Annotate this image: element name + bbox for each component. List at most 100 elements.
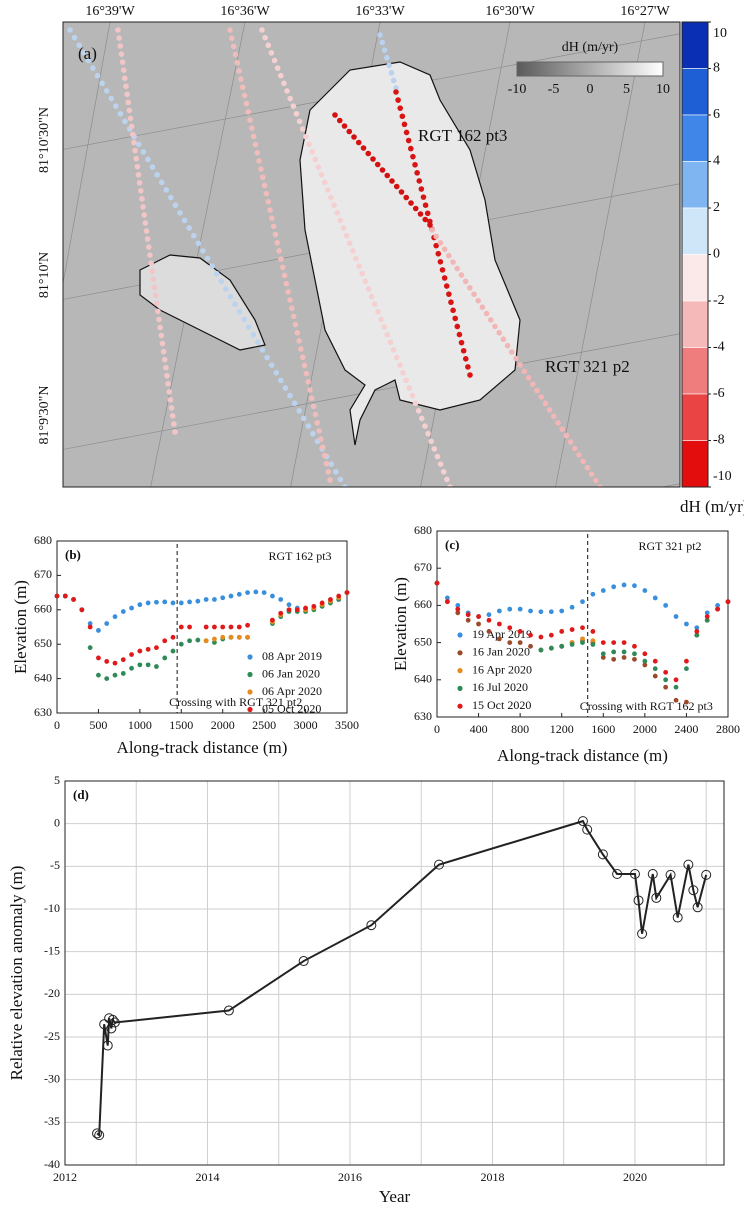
data-point (611, 649, 617, 655)
track-point (250, 331, 257, 338)
track-point (292, 321, 299, 328)
track-point (448, 299, 454, 306)
track-point (163, 187, 170, 193)
data-point (344, 590, 350, 595)
track-point (232, 51, 239, 58)
track-point (479, 304, 486, 310)
data-point (455, 606, 461, 612)
track-point (262, 34, 268, 41)
track-point (356, 263, 362, 269)
data-point (162, 638, 168, 644)
colorbar-tick-label: -8 (713, 433, 725, 448)
track-point (218, 278, 225, 285)
y-tick-label: 630 (414, 709, 432, 723)
data-point (303, 605, 308, 611)
data-point (278, 610, 284, 616)
data-point (286, 602, 292, 608)
x-tick-label: 1000 (128, 718, 152, 732)
track-point (454, 323, 461, 330)
longitude-label: 16°30'W (485, 4, 535, 19)
legend-label: 19 Apr 2019 (472, 627, 532, 641)
data-point (507, 625, 513, 631)
y-tick-label: 0 (54, 815, 60, 829)
track-point (417, 211, 424, 217)
inset-colorbar-tick: 5 (623, 82, 630, 97)
data-point (684, 666, 689, 672)
data-point (96, 628, 101, 633)
track-point (400, 369, 406, 376)
track-point (443, 283, 450, 289)
track-point (346, 240, 353, 247)
track-point (409, 392, 416, 399)
data-point (476, 614, 481, 619)
crossing-label: Crossing with RGT 321 pt2 (169, 695, 302, 709)
data-point (137, 648, 143, 654)
track-point (427, 222, 433, 228)
data-point (538, 647, 544, 653)
track-point (303, 370, 310, 377)
track-point (115, 27, 121, 33)
track-point (355, 139, 362, 146)
track-point (542, 400, 549, 407)
data-line (96, 819, 708, 1138)
data-point (663, 677, 669, 683)
track-point (379, 167, 386, 173)
track-point (588, 471, 595, 477)
track-point (149, 268, 155, 275)
data-point (694, 625, 700, 631)
track-point (420, 194, 427, 200)
track-point (195, 240, 202, 247)
data-point (688, 885, 699, 896)
track-point (163, 364, 169, 371)
data-point (444, 599, 450, 605)
data-point (228, 634, 234, 640)
y-tick-label: 630 (34, 705, 52, 719)
track-point (314, 419, 321, 426)
track-point (186, 225, 192, 231)
colorbar-segment (681, 114, 709, 162)
track-point (227, 293, 234, 300)
track-point (145, 244, 152, 250)
legend-label: 16 Jan 2020 (472, 645, 530, 659)
data-point (203, 638, 209, 644)
data-point (120, 671, 126, 676)
data-point (154, 664, 159, 669)
track-point (249, 125, 255, 131)
track-point (398, 189, 405, 195)
data-point (187, 624, 192, 630)
colorbar-segment (681, 68, 709, 116)
y-tick-label: -10 (44, 901, 60, 915)
track-point (365, 150, 372, 157)
track-point (424, 210, 431, 217)
plot-frame (64, 780, 725, 1166)
data-point (137, 662, 143, 668)
track-point (238, 76, 244, 82)
track-point (305, 423, 312, 429)
data-point (673, 677, 679, 683)
data-point (600, 588, 606, 593)
track-point (130, 131, 136, 138)
track-point (133, 155, 140, 162)
track-point (247, 117, 253, 123)
colorbar-segment (681, 393, 709, 441)
track-point (274, 65, 281, 71)
data-point (642, 662, 648, 668)
y-axis-title: Elevation (m) (11, 580, 30, 674)
track-point (278, 256, 284, 262)
data-point (652, 595, 658, 601)
data-point (87, 621, 93, 626)
track-point (534, 387, 540, 394)
data-point (517, 606, 523, 612)
track-point (67, 27, 73, 33)
track-point (167, 397, 174, 403)
track-point (492, 323, 498, 330)
data-point (621, 582, 627, 588)
track-point (416, 178, 423, 184)
data-point (465, 617, 471, 623)
data-point (71, 597, 76, 602)
track-point (379, 39, 386, 46)
track-point (134, 163, 141, 170)
data-point (647, 869, 658, 880)
track-point (393, 183, 400, 190)
